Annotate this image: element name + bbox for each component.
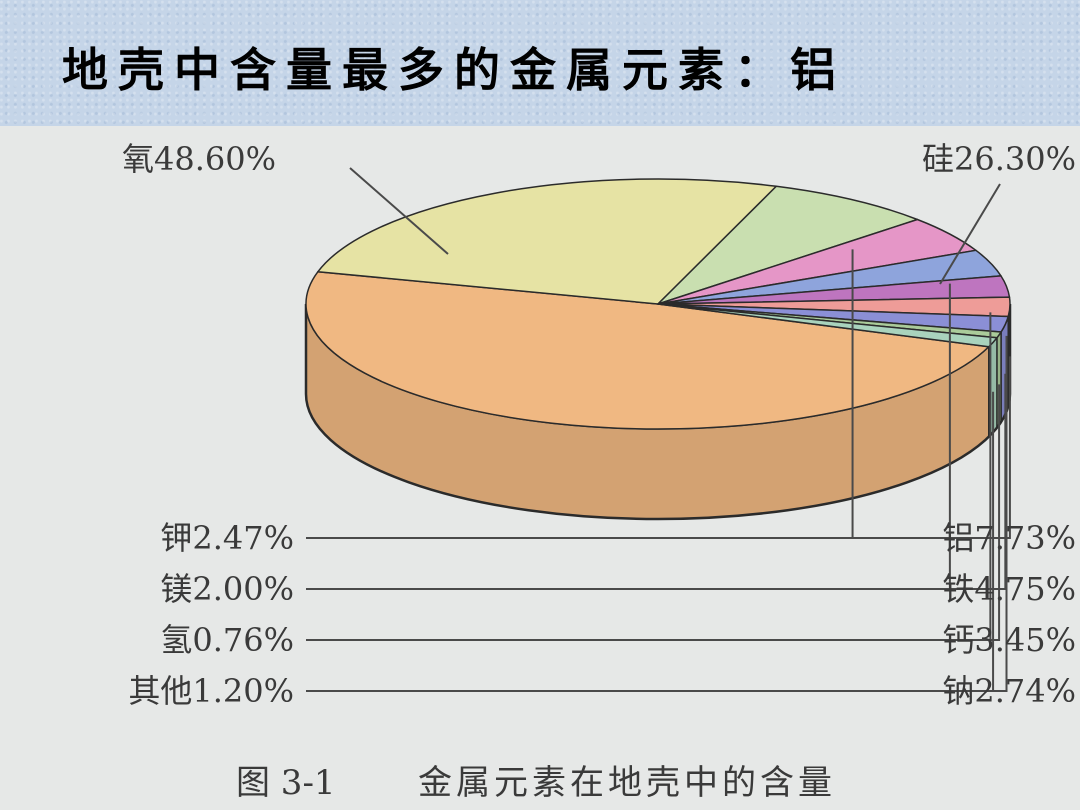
pie-rim [304, 304, 1012, 521]
slice-4-label: 钙3.45% [942, 621, 1076, 659]
slice-0-leader-line [349, 167, 449, 255]
pie-tops [305, 178, 1011, 430]
slice-8-leader-line [306, 384, 1001, 641]
slice-7-leader-line [306, 373, 1007, 590]
slice-0-label: 氧48.60% [122, 140, 276, 178]
pie-leader-lines [306, 167, 1011, 692]
slice-9-leader-line [306, 391, 995, 692]
slice-2-label: 铝7.73% [942, 519, 1076, 557]
slice-6-label: 钾2.47% [160, 519, 294, 557]
slice-9-top [657, 303, 998, 348]
slice-2-top [657, 185, 919, 305]
slide-title: 地壳中含量最多的金属元素：铝 [62, 43, 846, 97]
slice-6-leader-line [306, 356, 1011, 539]
slice-7-label: 镁2.00% [160, 570, 294, 608]
slice-1-leader-line [939, 183, 1001, 285]
caption-text: 金属元素在地壳中的含量 [418, 763, 836, 803]
slice-9-label: 其他1.20% [128, 672, 294, 710]
slice-3-label: 铁4.75% [942, 570, 1076, 608]
caption-figure-number: 图 3-1 [236, 763, 336, 803]
pie-labels: 氧48.60% 硅26.30% 铝7.73% 铁4.75% 钙3.45% 钠2.74% 钾2… [122, 140, 1076, 710]
pie-chart: 氧48.60% 硅26.30% 铝7.73% 铁4.75% 钙3.45% 钠2.74% 钾2… [122, 140, 1076, 803]
slice-8-label: 氢0.76% [160, 621, 294, 659]
slice-1-label: 硅26.30% [922, 140, 1076, 178]
slice-0-top [305, 270, 990, 430]
slice-1-top [317, 178, 778, 305]
figure-panel: 氧48.60% 硅26.30% 铝7.73% 铁4.75% 钙3.45% 钠2.74% 钾2… [0, 126, 1080, 810]
slice-5-label: 钠2.74% [942, 672, 1076, 710]
